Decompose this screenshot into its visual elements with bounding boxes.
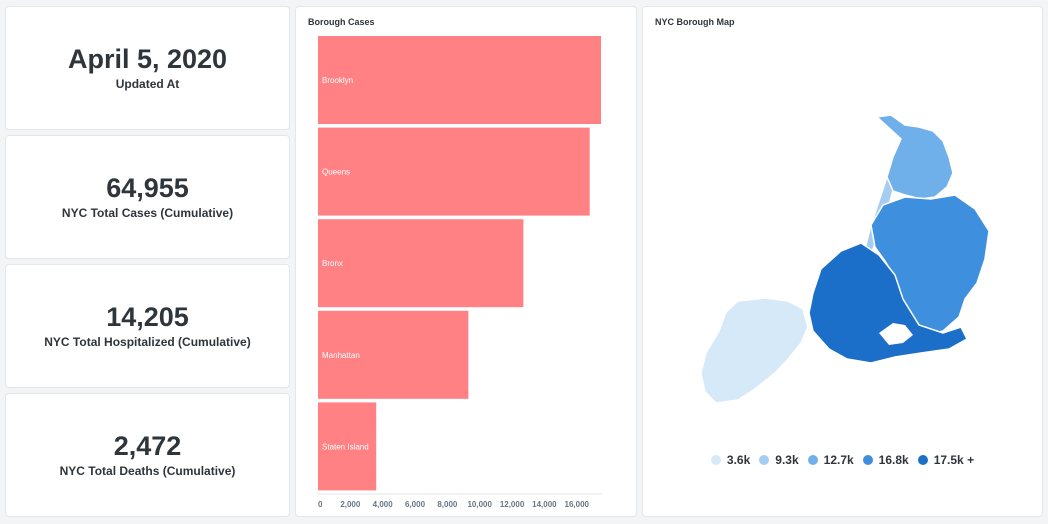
bar-brooklyn[interactable] bbox=[318, 36, 601, 124]
total-cases-value: 64,955 bbox=[106, 173, 189, 204]
bar-label: Manhattan bbox=[322, 351, 360, 360]
bar-manhattan[interactable] bbox=[318, 310, 469, 399]
legend-item: 16.8k bbox=[862, 453, 909, 467]
deaths-value: 2,472 bbox=[113, 431, 182, 462]
deaths-label: NYC Total Deaths (Cumulative) bbox=[59, 463, 236, 478]
borough-cases-chart: Brooklyn Queens Bronx Manhattan Staten Islan… bbox=[317, 36, 602, 509]
legend-item: 3.6k bbox=[710, 453, 751, 467]
legend-label: 3.6k bbox=[726, 453, 751, 467]
stat-card-deaths: 2,472 NYC Total Deaths (Cumulative) bbox=[5, 393, 290, 517]
legend-dot bbox=[807, 455, 818, 465]
legend-label: 9.3k bbox=[775, 453, 799, 467]
borough-map-card: NYC Borough Map 3.6k 9.3k 12.7k 16.8k bbox=[642, 6, 1043, 517]
x-tick-label: 14,000 bbox=[532, 500, 557, 509]
x-tick-label: 0 bbox=[318, 500, 323, 509]
map-region-bronx bbox=[875, 114, 954, 200]
legend-dot bbox=[862, 455, 873, 465]
bar-label: Brooklyn bbox=[322, 76, 353, 85]
total-cases-label: NYC Total Cases (Cumulative) bbox=[61, 205, 234, 220]
map-region-brooklyn bbox=[808, 242, 968, 364]
bar-label: Bronx bbox=[322, 259, 343, 268]
x-tick-label: 8,000 bbox=[437, 500, 458, 509]
hospitalized-value: 14,205 bbox=[106, 302, 189, 333]
borough-cases-card: Borough Cases Brooklyn Queens Bronx Manhatt… bbox=[295, 6, 637, 517]
legend-item: 17.5k + bbox=[917, 453, 975, 467]
legend-dot bbox=[917, 455, 928, 465]
borough-map-title: NYC Borough Map bbox=[655, 17, 735, 27]
borough-cases-title: Borough Cases bbox=[308, 17, 375, 27]
bar-bronx[interactable] bbox=[318, 219, 524, 308]
legend-label: 17.5k + bbox=[933, 453, 975, 467]
bar-staten-island[interactable] bbox=[318, 402, 377, 491]
bar-label: Staten Island bbox=[322, 442, 369, 451]
legend-label: 16.8k bbox=[878, 453, 909, 467]
map-legend: 3.6k 9.3k 12.7k 16.8k 17.5k + bbox=[643, 453, 1042, 467]
x-tick-label: 4,000 bbox=[373, 500, 394, 509]
x-tick-label: 10,000 bbox=[467, 500, 492, 509]
x-tick-label: 16,000 bbox=[565, 500, 590, 509]
stat-card-updated: April 5, 2020 Updated At bbox=[5, 6, 290, 130]
nyc-borough-map bbox=[700, 114, 990, 404]
hospitalized-label: NYC Total Hospitalized (Cumulative) bbox=[44, 334, 251, 349]
legend-label: 12.7k bbox=[823, 453, 854, 467]
stat-card-hospitalized: 14,205 NYC Total Hospitalized (Cumulativ… bbox=[5, 264, 290, 388]
map-jamaica-bay bbox=[879, 323, 913, 345]
updated-at-label: Updated At bbox=[115, 76, 180, 91]
x-tick-label: 12,000 bbox=[500, 500, 525, 509]
map-region-staten-island bbox=[700, 297, 809, 404]
legend-dot bbox=[710, 455, 721, 465]
legend-item: 9.3k bbox=[759, 453, 799, 467]
stat-card-total-cases: 64,955 NYC Total Cases (Cumulative) bbox=[5, 135, 290, 259]
legend-item: 12.7k bbox=[807, 453, 854, 467]
x-tick-label: 2,000 bbox=[340, 500, 361, 509]
bar-label: Queens bbox=[322, 168, 350, 177]
legend-dot bbox=[759, 455, 770, 465]
updated-at-value: April 5, 2020 bbox=[67, 44, 228, 75]
x-tick-label: 6,000 bbox=[405, 500, 426, 509]
bar-queens[interactable] bbox=[318, 127, 590, 216]
